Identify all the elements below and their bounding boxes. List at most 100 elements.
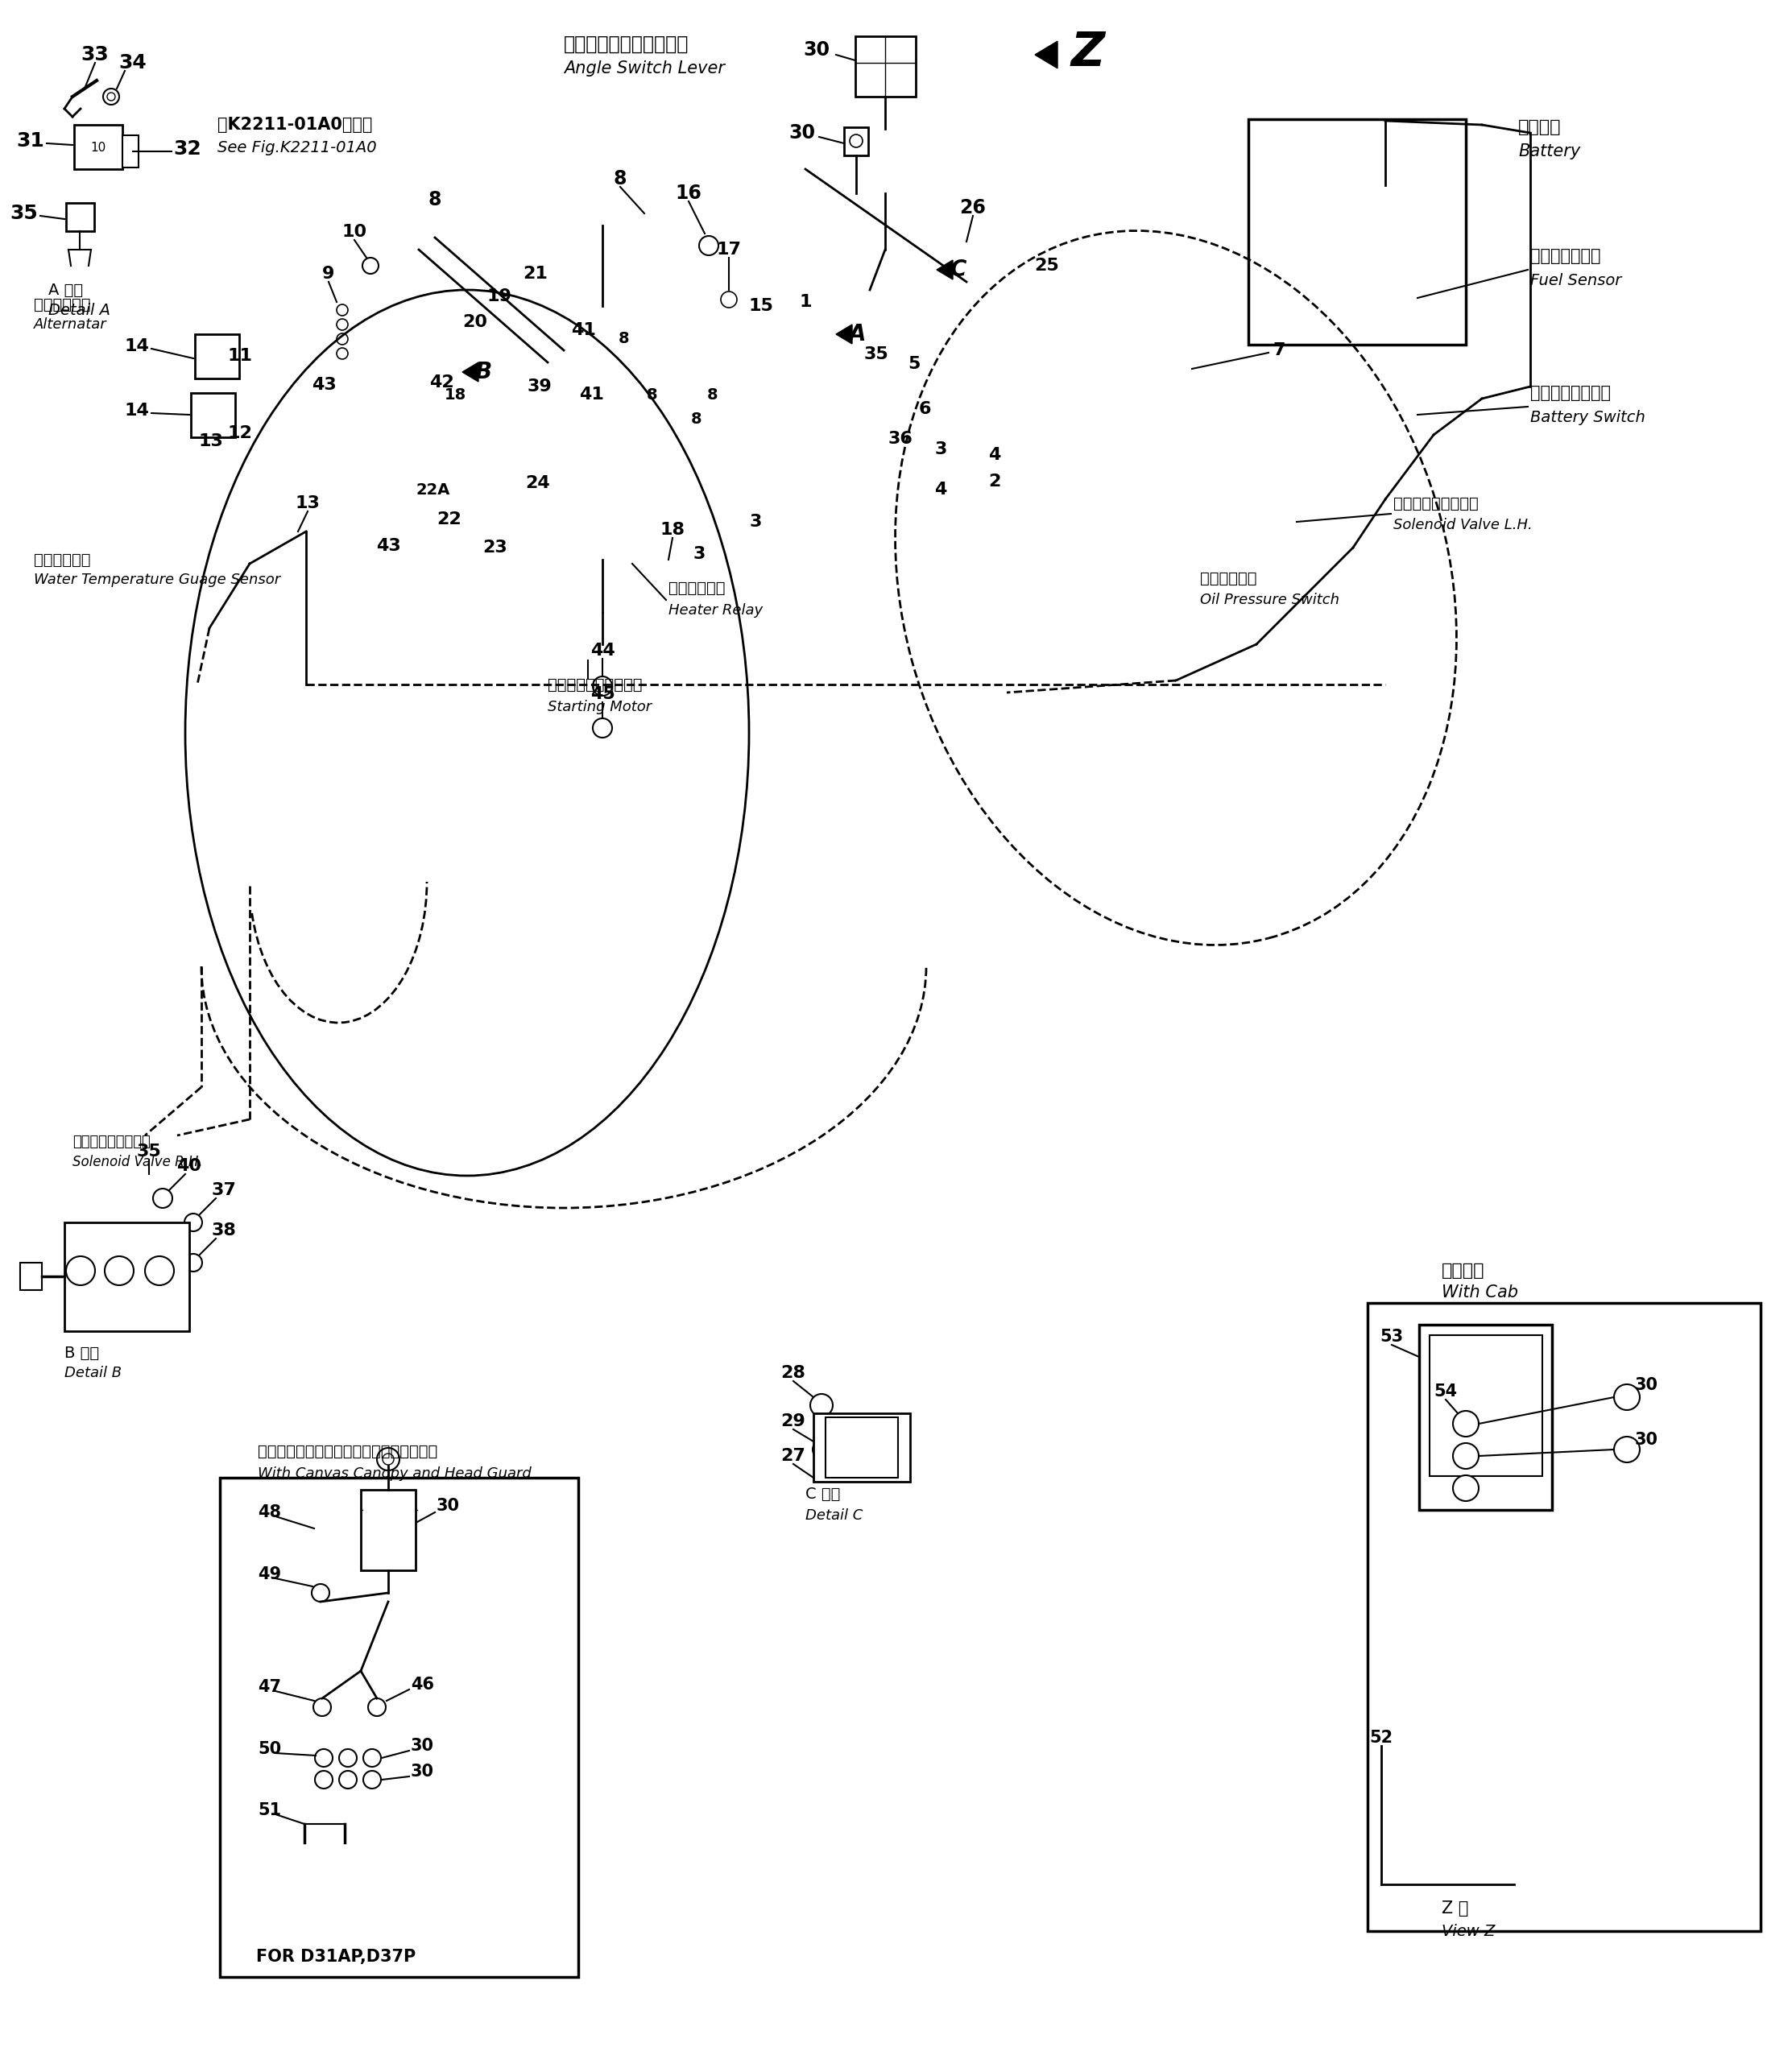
Text: Z: Z: [1072, 29, 1106, 75]
Text: 35: 35: [864, 346, 889, 363]
Bar: [826, 1417, 898, 1477]
Circle shape: [362, 257, 378, 274]
Text: 37: 37: [211, 1183, 237, 1198]
Text: 11: 11: [228, 348, 253, 365]
Text: 48: 48: [258, 1504, 281, 1521]
Text: 46: 46: [410, 1676, 434, 1693]
Text: バッテリ: バッテリ: [1518, 120, 1561, 135]
Bar: [1367, 1303, 1760, 1931]
Text: 39: 39: [527, 379, 552, 394]
Text: Z 図: Z 図: [1441, 1900, 1468, 1917]
Text: 8: 8: [618, 332, 629, 346]
Text: B: B: [475, 361, 491, 383]
Text: 40: 40: [177, 1158, 202, 1175]
Circle shape: [699, 236, 719, 255]
Circle shape: [364, 1772, 382, 1788]
Bar: [192, 394, 235, 437]
Text: 30: 30: [1634, 1432, 1658, 1448]
Text: FOR D31AP,D37P: FOR D31AP,D37P: [256, 1950, 416, 1964]
Polygon shape: [1036, 41, 1057, 68]
Text: 油圧スイッチ: 油圧スイッチ: [1201, 570, 1256, 586]
Text: 20: 20: [462, 315, 487, 329]
Text: 17: 17: [717, 242, 742, 257]
Text: スターティングモータ: スターティングモータ: [548, 678, 642, 692]
Text: 22A: 22A: [416, 483, 450, 497]
Text: Detail C: Detail C: [805, 1508, 864, 1523]
Text: 34: 34: [118, 54, 147, 73]
Circle shape: [339, 1772, 357, 1788]
Text: 4: 4: [934, 481, 946, 497]
Text: 27: 27: [781, 1448, 806, 1465]
Text: B 詳細: B 詳細: [65, 1345, 99, 1361]
Text: 21: 21: [523, 265, 548, 282]
Bar: [73, 124, 122, 170]
Circle shape: [337, 319, 348, 329]
Text: 35: 35: [136, 1144, 161, 1160]
Text: 24: 24: [525, 474, 550, 491]
Circle shape: [152, 1189, 172, 1208]
Text: 水温計センサ: 水温計センサ: [34, 551, 91, 568]
Text: 38: 38: [211, 1222, 237, 1239]
Circle shape: [337, 348, 348, 358]
Text: 26: 26: [961, 199, 986, 218]
Bar: [66, 203, 95, 232]
Circle shape: [1615, 1384, 1640, 1411]
Text: 30: 30: [437, 1498, 461, 1515]
Circle shape: [812, 1440, 830, 1459]
Text: C 詳細: C 詳細: [805, 1486, 840, 1502]
Text: Solenoid Valve L.H.: Solenoid Valve L.H.: [1394, 518, 1532, 533]
Text: 30: 30: [803, 39, 830, 60]
Text: 16: 16: [676, 184, 702, 203]
Text: Solenoid Valve R.H.: Solenoid Valve R.H.: [72, 1154, 202, 1169]
Text: 43: 43: [312, 377, 337, 394]
Circle shape: [108, 93, 115, 102]
Bar: [1430, 1334, 1543, 1475]
Circle shape: [145, 1256, 174, 1285]
Text: 30: 30: [788, 122, 815, 143]
Bar: [855, 35, 916, 97]
Text: 23: 23: [482, 539, 507, 555]
Circle shape: [185, 1254, 202, 1272]
Text: View Z: View Z: [1441, 1923, 1495, 1939]
Text: 9: 9: [323, 265, 335, 282]
Text: 22: 22: [437, 512, 462, 528]
Text: ヒータリレー: ヒータリレー: [668, 580, 726, 595]
Text: A 詳細: A 詳細: [48, 282, 82, 298]
Text: 43: 43: [376, 539, 401, 553]
Text: C: C: [950, 259, 966, 282]
Bar: [20, 1262, 41, 1291]
Text: 52: 52: [1369, 1730, 1392, 1747]
Bar: [65, 1222, 190, 1330]
Text: 30: 30: [410, 1763, 434, 1780]
Polygon shape: [837, 325, 853, 344]
Text: 35: 35: [11, 203, 38, 224]
Circle shape: [315, 1772, 333, 1788]
Text: Detail A: Detail A: [48, 303, 111, 317]
Text: Fuel Sensor: Fuel Sensor: [1530, 274, 1622, 288]
Text: 12: 12: [228, 425, 253, 441]
Text: ソレノイドバルブ右: ソレノイドバルブ右: [72, 1135, 151, 1150]
Text: 13: 13: [296, 495, 321, 512]
Text: 15: 15: [749, 298, 774, 315]
Text: 42: 42: [428, 375, 453, 390]
Circle shape: [66, 1256, 95, 1285]
Text: 14: 14: [124, 402, 149, 419]
Text: 19: 19: [487, 288, 513, 305]
Text: 18: 18: [444, 387, 466, 402]
Circle shape: [382, 1455, 394, 1465]
Text: 3: 3: [694, 547, 706, 562]
Text: Heater Relay: Heater Relay: [668, 603, 763, 617]
Text: 33: 33: [81, 46, 109, 64]
Text: 2: 2: [989, 474, 1002, 489]
Text: 10: 10: [342, 224, 367, 240]
Circle shape: [314, 1699, 332, 1716]
Circle shape: [185, 1214, 202, 1231]
Text: 44: 44: [590, 642, 615, 659]
Text: 41: 41: [579, 387, 604, 402]
Text: 8: 8: [692, 410, 702, 427]
Circle shape: [339, 1749, 357, 1767]
Text: 53: 53: [1380, 1328, 1403, 1345]
Text: 14: 14: [124, 338, 149, 354]
Circle shape: [315, 1749, 333, 1767]
Text: 5: 5: [909, 356, 921, 373]
